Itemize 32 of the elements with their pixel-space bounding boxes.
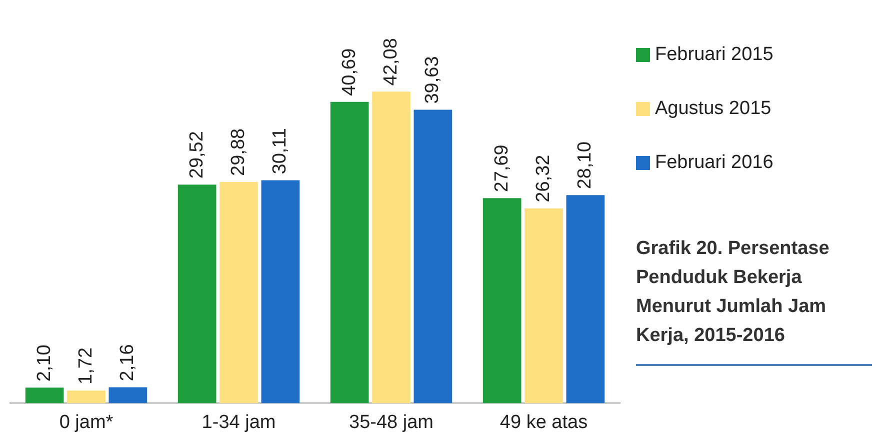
data-label: 29,88 [228, 128, 249, 176]
data-label: 40,69 [338, 48, 360, 96]
data-label: 30,11 [270, 128, 291, 174]
data-label: 2,10 [34, 344, 55, 382]
legend-label: Agustus 2015 [655, 98, 772, 120]
data-label: 2,16 [117, 344, 138, 382]
bar [566, 195, 605, 404]
data-label: 29,52 [186, 131, 208, 179]
data-label: 27,69 [491, 144, 512, 192]
bar [25, 388, 64, 404]
bar [414, 110, 452, 404]
text: Grafik 20. Persentase Penduduk Bekerja Menurut Jumlah Jam Kerja, 2015-2016 [636, 234, 872, 366]
bar [261, 180, 300, 404]
x-tick-label: 49 ke atas [500, 412, 588, 433]
data-label: 42,08 [380, 38, 402, 86]
bar [372, 92, 410, 404]
data-label: 26,32 [532, 154, 554, 202]
data-label: 28,10 [574, 142, 596, 190]
bar [482, 198, 522, 404]
bar [108, 387, 148, 404]
legend-label: Februari 2016 [655, 152, 774, 174]
bar [178, 184, 216, 404]
bar [330, 102, 369, 404]
data-label: 1,72 [75, 347, 96, 384]
x-tick-label: 35-48 jam [349, 412, 434, 433]
data-label: 39,63 [422, 56, 444, 104]
x-tick-label: 0 jam* [59, 412, 114, 433]
bar [67, 390, 106, 404]
x-tick-label: 1-34 jam [202, 412, 276, 433]
bar [524, 208, 563, 404]
legend-label: Februari 2015 [655, 44, 774, 66]
bar [220, 182, 258, 404]
